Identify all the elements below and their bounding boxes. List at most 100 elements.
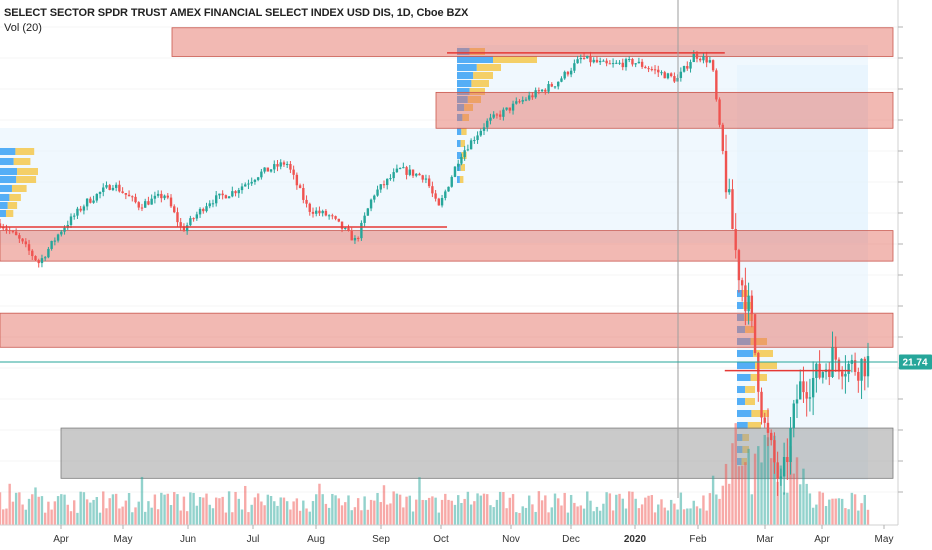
volume-bar [405, 496, 408, 525]
volume-bar [686, 508, 689, 525]
candle-up [573, 63, 576, 71]
volume-bar [50, 509, 53, 525]
candle-up [598, 60, 602, 63]
candle-up [376, 189, 379, 196]
volume-bar [679, 492, 683, 525]
volume-bar [489, 505, 492, 525]
candle-up [524, 99, 528, 101]
candle-up [702, 56, 705, 61]
candle-down [718, 99, 721, 125]
candle-down [518, 101, 521, 103]
volume-bar [566, 512, 570, 525]
volume-bar [344, 502, 347, 525]
volume-bar [250, 504, 253, 525]
volume-bar [389, 503, 392, 525]
candle-up [527, 95, 531, 100]
candle-up [553, 86, 557, 88]
volume-bar [392, 491, 395, 525]
candle-down [289, 164, 292, 170]
candle-up [260, 171, 263, 178]
volume-bar [831, 498, 834, 525]
candle-up [163, 195, 166, 199]
volume-bar [221, 496, 224, 525]
volume-bar [321, 494, 324, 525]
candle-up [463, 150, 466, 158]
volume-bar [853, 494, 857, 525]
volume-bar [447, 499, 450, 525]
volume-bar [234, 491, 237, 525]
candle-up [628, 59, 631, 61]
candle-down [347, 227, 350, 231]
volume-bar [31, 494, 34, 525]
volume-bar [508, 497, 512, 525]
volume-bar [476, 493, 479, 525]
candle-up [327, 215, 331, 217]
volume-bar [340, 505, 344, 525]
time-axis-label: May [114, 534, 133, 545]
volume-bar [137, 501, 140, 525]
candle-up [408, 169, 411, 175]
volume-bar [437, 512, 441, 525]
candle-down [118, 184, 121, 192]
volume-bar [740, 465, 744, 525]
candle-down [356, 238, 360, 240]
candle-down [695, 53, 699, 59]
volume-bar [808, 493, 812, 525]
volume-bar [744, 462, 747, 525]
time-axis[interactable]: Apr May Jun Jul Aug Sep Oct Nov Dec 2020 Feb Mar Apr… [0, 524, 898, 545]
volume-bar [473, 501, 476, 525]
candle-up [415, 173, 418, 176]
time-axis-label: 2020 [624, 534, 647, 545]
volume-bar [840, 498, 844, 525]
volume-bar [150, 507, 153, 525]
candle-up [63, 227, 66, 232]
profile-bar [737, 422, 748, 429]
candle-down [192, 218, 195, 220]
candle-down [331, 215, 334, 217]
volume-bar [179, 510, 182, 525]
volume-bar [156, 509, 160, 525]
candle-up [563, 71, 566, 79]
candle-down [837, 359, 841, 372]
candle-up [611, 63, 615, 65]
candle-down [8, 230, 11, 232]
volume-bar [479, 495, 482, 525]
candle-down [711, 60, 715, 71]
volume-bar [818, 491, 821, 525]
candle-down [766, 422, 770, 433]
volume-bar [460, 503, 463, 525]
volume-bar [634, 498, 637, 525]
profile-bar [457, 80, 472, 87]
volume-bar [76, 512, 79, 525]
candle-up [153, 195, 157, 199]
profile-bar [0, 194, 10, 201]
volume-bar [24, 509, 28, 525]
volume-bar [602, 503, 605, 525]
profile-bar [5, 210, 14, 217]
time-axis-label: Apr [53, 534, 69, 545]
volume-bar [773, 435, 776, 525]
volume-bar [331, 493, 334, 525]
volume-bar [553, 493, 557, 525]
zone-support [0, 230, 894, 262]
time-axis-label: Jul [247, 534, 260, 545]
candle-down [124, 193, 128, 195]
price-axis[interactable]: 21.74 [897, 0, 932, 525]
candle-down [224, 195, 228, 199]
volume-bar [140, 476, 144, 525]
volume-bar [453, 504, 457, 525]
candle-down [437, 198, 441, 206]
candle-up [486, 120, 489, 128]
candle-down [550, 84, 553, 87]
profile-bar [471, 80, 489, 87]
candle-down [776, 462, 779, 479]
volume-bar [427, 497, 431, 525]
volume-bar [147, 501, 150, 525]
volume-bar [263, 505, 266, 525]
candle-up [218, 193, 221, 196]
volume-bar [650, 495, 654, 525]
candle-up [692, 53, 695, 63]
time-axis-ticks: Apr May Jun Jul Aug Sep Oct Nov Dec 2020 Feb Mar Apr… [53, 525, 893, 545]
volume-bar [724, 463, 728, 525]
